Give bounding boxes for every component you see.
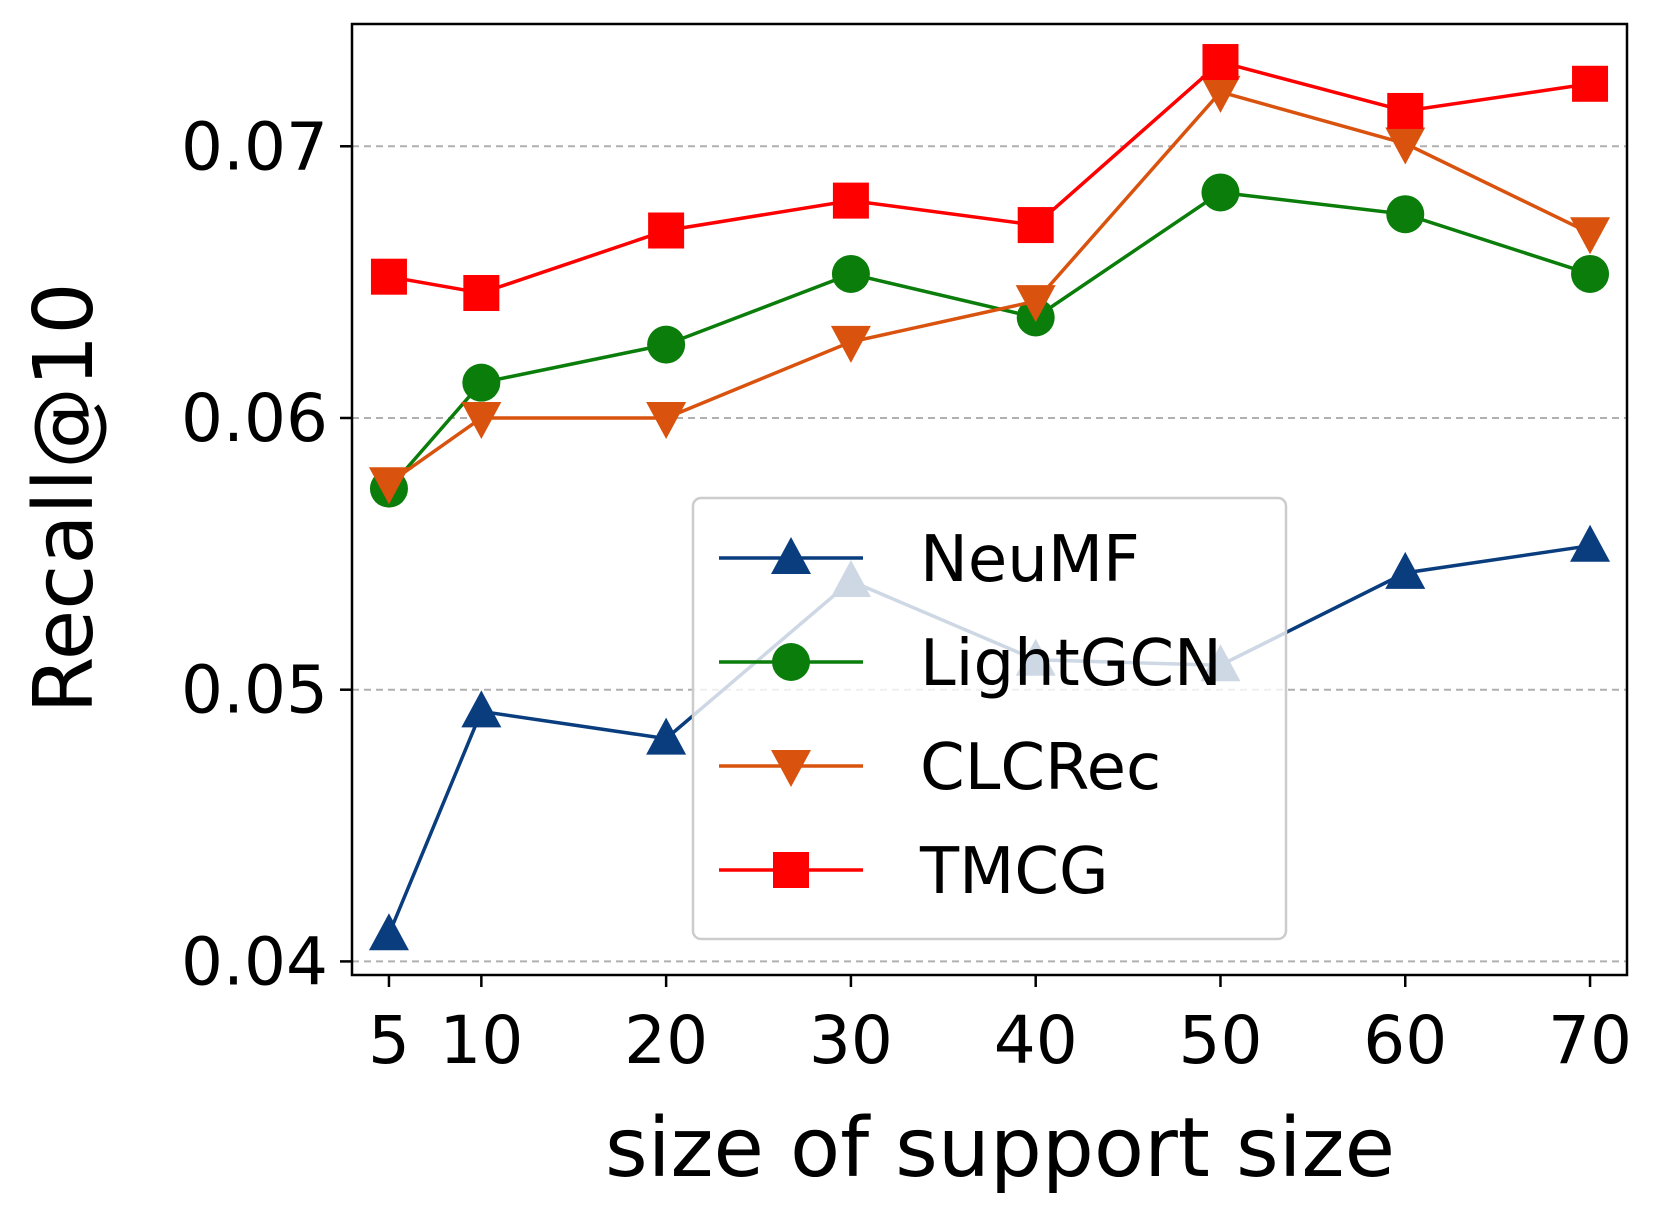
data-point-neumf [646,717,687,755]
x-tick-label: 5 [368,1002,410,1079]
legend-label-neumf: NeuMF [920,523,1140,597]
x-tick-label: 30 [809,1002,893,1079]
data-point-clcrec [1015,285,1056,323]
series-tmcg [370,44,1609,311]
data-point-neumf [1570,524,1611,562]
data-point-clcrec [646,401,687,439]
legend-label-clcrec: CLCRec [920,731,1161,805]
series-clcrec [368,75,1611,505]
legend-marker-clcrec [771,750,811,787]
plot-frame [350,22,1629,977]
data-point-lightgcn [1201,173,1240,212]
data-point-tmcg [1017,207,1054,244]
data-point-tmcg [1202,44,1239,81]
legend-entry-neumf: NeuMF [719,523,1140,597]
data-point-clcrec [1385,127,1426,165]
x-tick-label: 50 [1178,1002,1262,1079]
y-axis-label: Recall@10 [17,283,112,714]
x-tick-label: 70 [1548,1002,1632,1079]
x-tick-label: 10 [439,1002,523,1079]
series-line-tmcg [388,60,1591,295]
data-point-lightgcn [647,325,686,364]
x-tick-label: 20 [624,1002,708,1079]
y-tick-label: 0.06 [181,380,328,457]
legend-box [691,496,1288,941]
data-point-clcrec [461,401,502,439]
data-point-clcrec [1570,217,1611,255]
series-line-clcrec [387,89,1591,485]
data-point-neumf [1385,551,1426,589]
legend-entry-lightgcn: LightGCN [719,627,1222,701]
legend-label-lightgcn: LightGCN [920,627,1222,701]
series-lightgcn [369,173,1610,508]
data-point-lightgcn [1571,254,1610,293]
data-point-clcrec [830,325,871,363]
x-axis-label: size of support size [605,1101,1395,1196]
y-tick-label: 0.05 [181,652,328,729]
axes: 0.04 0.05 0.06 0.07 5 10 20 30 40 50 60 70 [181,108,1632,1079]
legend-marker-neumf [771,537,811,574]
data-point-lightgcn [831,254,870,293]
data-point-tmcg [1572,65,1609,102]
data-point-neumf [461,690,502,728]
legend-entry-tmcg: TMCG [719,835,1109,909]
legend-entry-clcrec: CLCRec [719,731,1161,805]
y-tick-label: 0.04 [181,923,328,1000]
legend-marker-lightgcn [772,643,810,681]
data-point-clcrec [368,467,409,505]
data-point-tmcg [1387,92,1424,129]
data-point-lightgcn [1386,195,1425,234]
x-tick-label: 60 [1363,1002,1447,1079]
legend-marker-tmcg [773,852,809,888]
data-point-tmcg [463,274,500,311]
legend: NeuMF LightGCN CLCRec TMCG [691,496,1288,941]
data-point-neumf [368,913,409,951]
data-point-tmcg [370,258,407,295]
series-layer [368,44,1611,951]
data-point-clcrec [1200,75,1241,113]
data-point-tmcg [648,212,685,249]
series-line-lightgcn [387,190,1591,490]
data-point-lightgcn [462,363,501,402]
data-point-tmcg [832,182,869,219]
legend-label-tmcg: TMCG [919,835,1109,909]
x-tick-label: 40 [994,1002,1078,1079]
y-tick-label: 0.07 [181,108,328,185]
